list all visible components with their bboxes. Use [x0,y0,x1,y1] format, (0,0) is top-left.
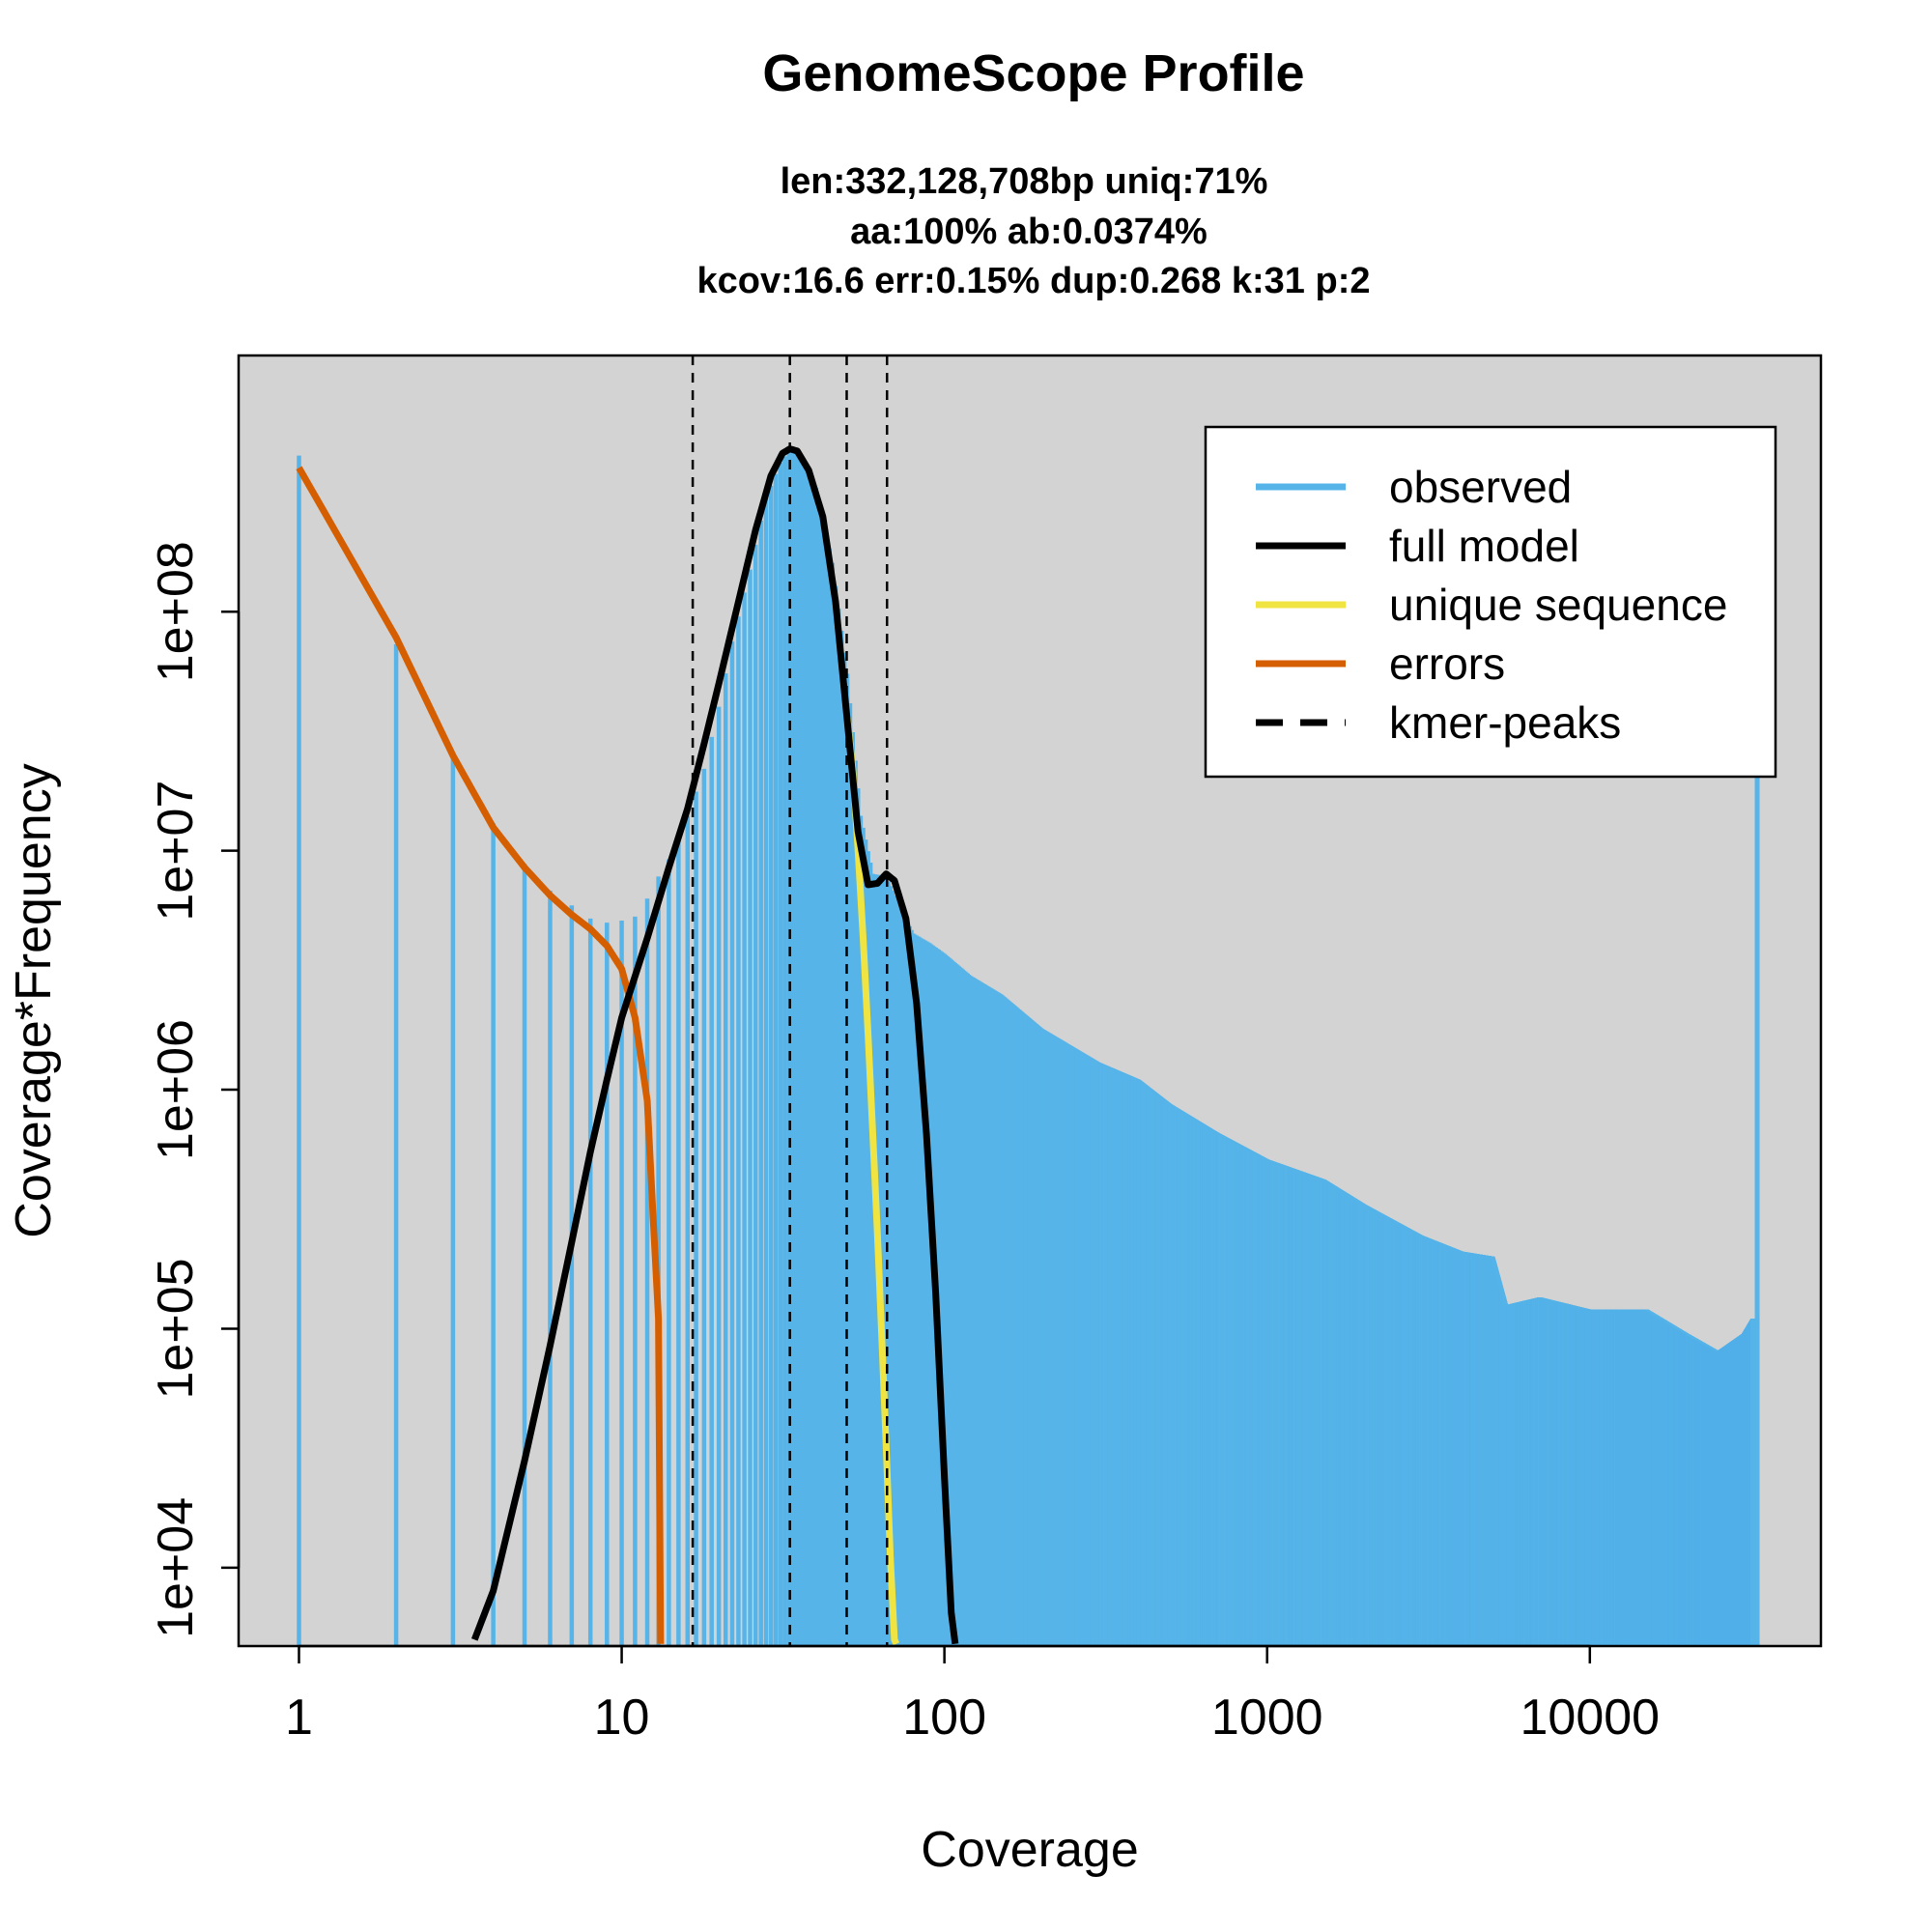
chart-subtitle-line-3: kcov:16.6 err:0.15% dup:0.268 k:31 p:2 [696,261,1370,301]
chart-title: GenomeScope Profile [762,44,1304,102]
chart-subtitle-line-1: len:332,128,708bp uniq:71% [781,161,1268,202]
chart-subtitle-line-2: aa:100% ab:0.0374% [850,212,1208,252]
